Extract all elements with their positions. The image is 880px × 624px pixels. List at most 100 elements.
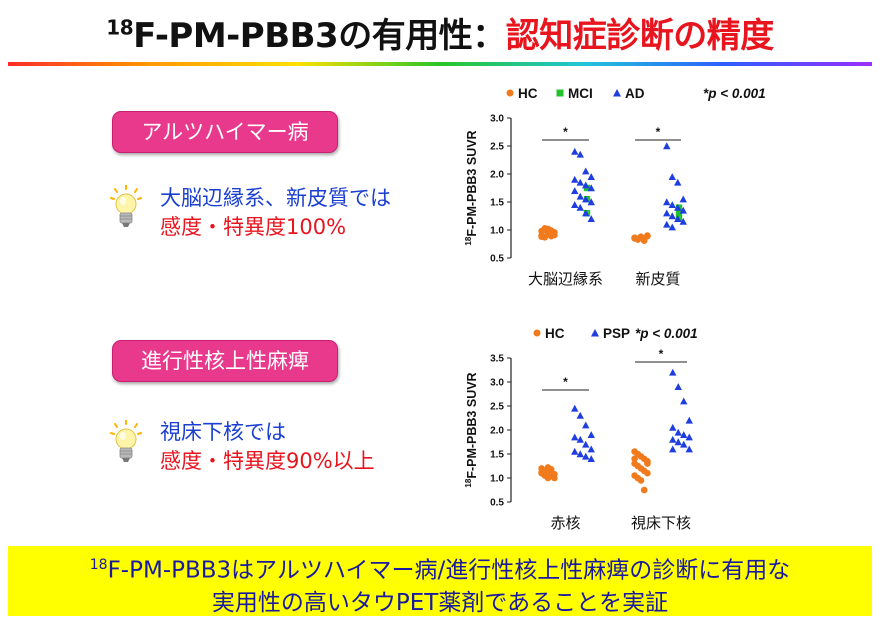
footer-line1: F-PM-PBB3はアルツハイマー病/進行性核上性麻痺の診断に有用な [107, 557, 791, 584]
ad-point [668, 173, 676, 180]
psp-point [669, 435, 677, 443]
ad-point [674, 215, 682, 222]
legend-marker [506, 89, 514, 97]
ad-point [679, 195, 687, 203]
psp-point [685, 416, 693, 424]
legend-marker [533, 329, 541, 337]
y-tick-label: 2.0 [490, 426, 504, 437]
psp-point [571, 433, 579, 441]
psp-point [680, 397, 688, 405]
y-tick-label: 2.0 [490, 170, 504, 181]
y-tick-label: 2.5 [490, 402, 504, 413]
ad-point [576, 178, 584, 186]
hc-point [644, 232, 651, 240]
ad-point [663, 220, 671, 228]
conclusion-banner: 18F-PM-PBB3はアルツハイマー病/進行性核上性麻痺の診断に有用な 実用性… [8, 546, 872, 616]
psp-point [582, 421, 590, 429]
y-tick-label: 1.5 [490, 450, 504, 461]
hc-point [547, 232, 555, 240]
ad-point [587, 198, 595, 206]
ad-point [663, 209, 671, 217]
legend-label: MCI [568, 86, 593, 101]
psp-point [587, 455, 595, 462]
ad-point [582, 167, 590, 175]
psp-point [582, 440, 590, 448]
title-superscript: 18 [106, 15, 134, 40]
psp-point [674, 438, 682, 446]
psp-point [587, 445, 595, 453]
ad-point [674, 203, 682, 211]
ad-description-line2: 感度・特異度100% [160, 215, 347, 239]
ad-label-pill: アルツハイマー病 [112, 111, 338, 153]
ad-point [571, 175, 579, 183]
title-main: F-PM-PBB3の有用性： [133, 16, 506, 56]
hc-point [634, 235, 642, 243]
ad-point [679, 217, 687, 225]
legend-label: PSP [603, 326, 630, 341]
legend-marker [613, 89, 621, 97]
rainbow-divider [8, 62, 872, 66]
y-tick-label: 3.5 [490, 354, 504, 365]
ad-point [582, 195, 590, 203]
psp-point [571, 404, 579, 412]
y-tick-label: 1.0 [490, 226, 504, 237]
y-tick-label: 2.5 [490, 142, 504, 153]
legend-label: HC [518, 86, 538, 101]
slide-title: 18F-PM-PBB3の有用性：認知症診断の精度 [0, 8, 880, 57]
ad-point [576, 192, 584, 200]
psp-description: 視床下核では 感度・特異度90%以上 [160, 418, 375, 476]
significance-star: * [659, 347, 664, 361]
y-tick-label: 3.0 [490, 114, 504, 125]
hc-point [547, 468, 555, 476]
psp-point [587, 431, 595, 438]
category-label: 視床下核 [631, 515, 691, 532]
psp-point [582, 452, 590, 460]
y-tick-label: 3.0 [490, 378, 504, 389]
hc-point [544, 474, 552, 482]
psp-point [685, 445, 693, 453]
psp-point [669, 368, 677, 376]
ad-point [582, 181, 590, 189]
psp-point [669, 445, 677, 453]
footer-superscript: 18 [89, 557, 108, 573]
ad-point [571, 201, 579, 208]
significance-note: *p < 0.001 [703, 86, 766, 101]
y-tick-label: 0.5 [490, 498, 504, 509]
ad-point [668, 212, 676, 220]
psp-point [674, 428, 682, 436]
hc-point [538, 233, 545, 241]
lightbulb-icon [110, 185, 142, 227]
significance-note: *p < 0.001 [635, 326, 698, 341]
significance-star: * [563, 375, 568, 389]
y-axis-label: 18F-PM-PBB3 SUVR [464, 372, 479, 487]
ad-point [663, 198, 671, 206]
legend-marker [556, 89, 564, 97]
y-axis-label: 18F-PM-PBB3 SUVR [464, 130, 479, 245]
ad-description-line1: 大脳辺縁系、新皮質では [160, 186, 391, 210]
ad-point [587, 184, 595, 192]
ad-point [576, 203, 584, 211]
ad-point [668, 223, 676, 231]
psp-point [669, 423, 677, 431]
ad-point [674, 178, 682, 186]
category-label: 赤核 [550, 515, 580, 532]
psp-label-pill: 進行性核上性麻痺 [112, 340, 338, 382]
mci-point [675, 210, 683, 217]
hc-point [644, 469, 651, 477]
legend-label: HC [545, 326, 565, 341]
psp-point [571, 447, 579, 455]
category-label: 新皮質 [635, 270, 680, 288]
psp-point [685, 433, 693, 441]
psp-point [674, 383, 682, 390]
title-accent: 認知症診断の精度 [505, 16, 775, 56]
legend-label: AD [625, 86, 645, 101]
psp-point [680, 440, 688, 448]
psp-point [576, 450, 584, 458]
ad-point [663, 142, 671, 150]
footer-line2: 実用性の高いタウPET薬剤であることを実証 [211, 589, 669, 616]
ad-point [571, 147, 579, 155]
significance-star: * [656, 125, 661, 139]
ad-point [571, 187, 579, 194]
psp-point [576, 411, 584, 419]
hc-point [631, 455, 638, 463]
